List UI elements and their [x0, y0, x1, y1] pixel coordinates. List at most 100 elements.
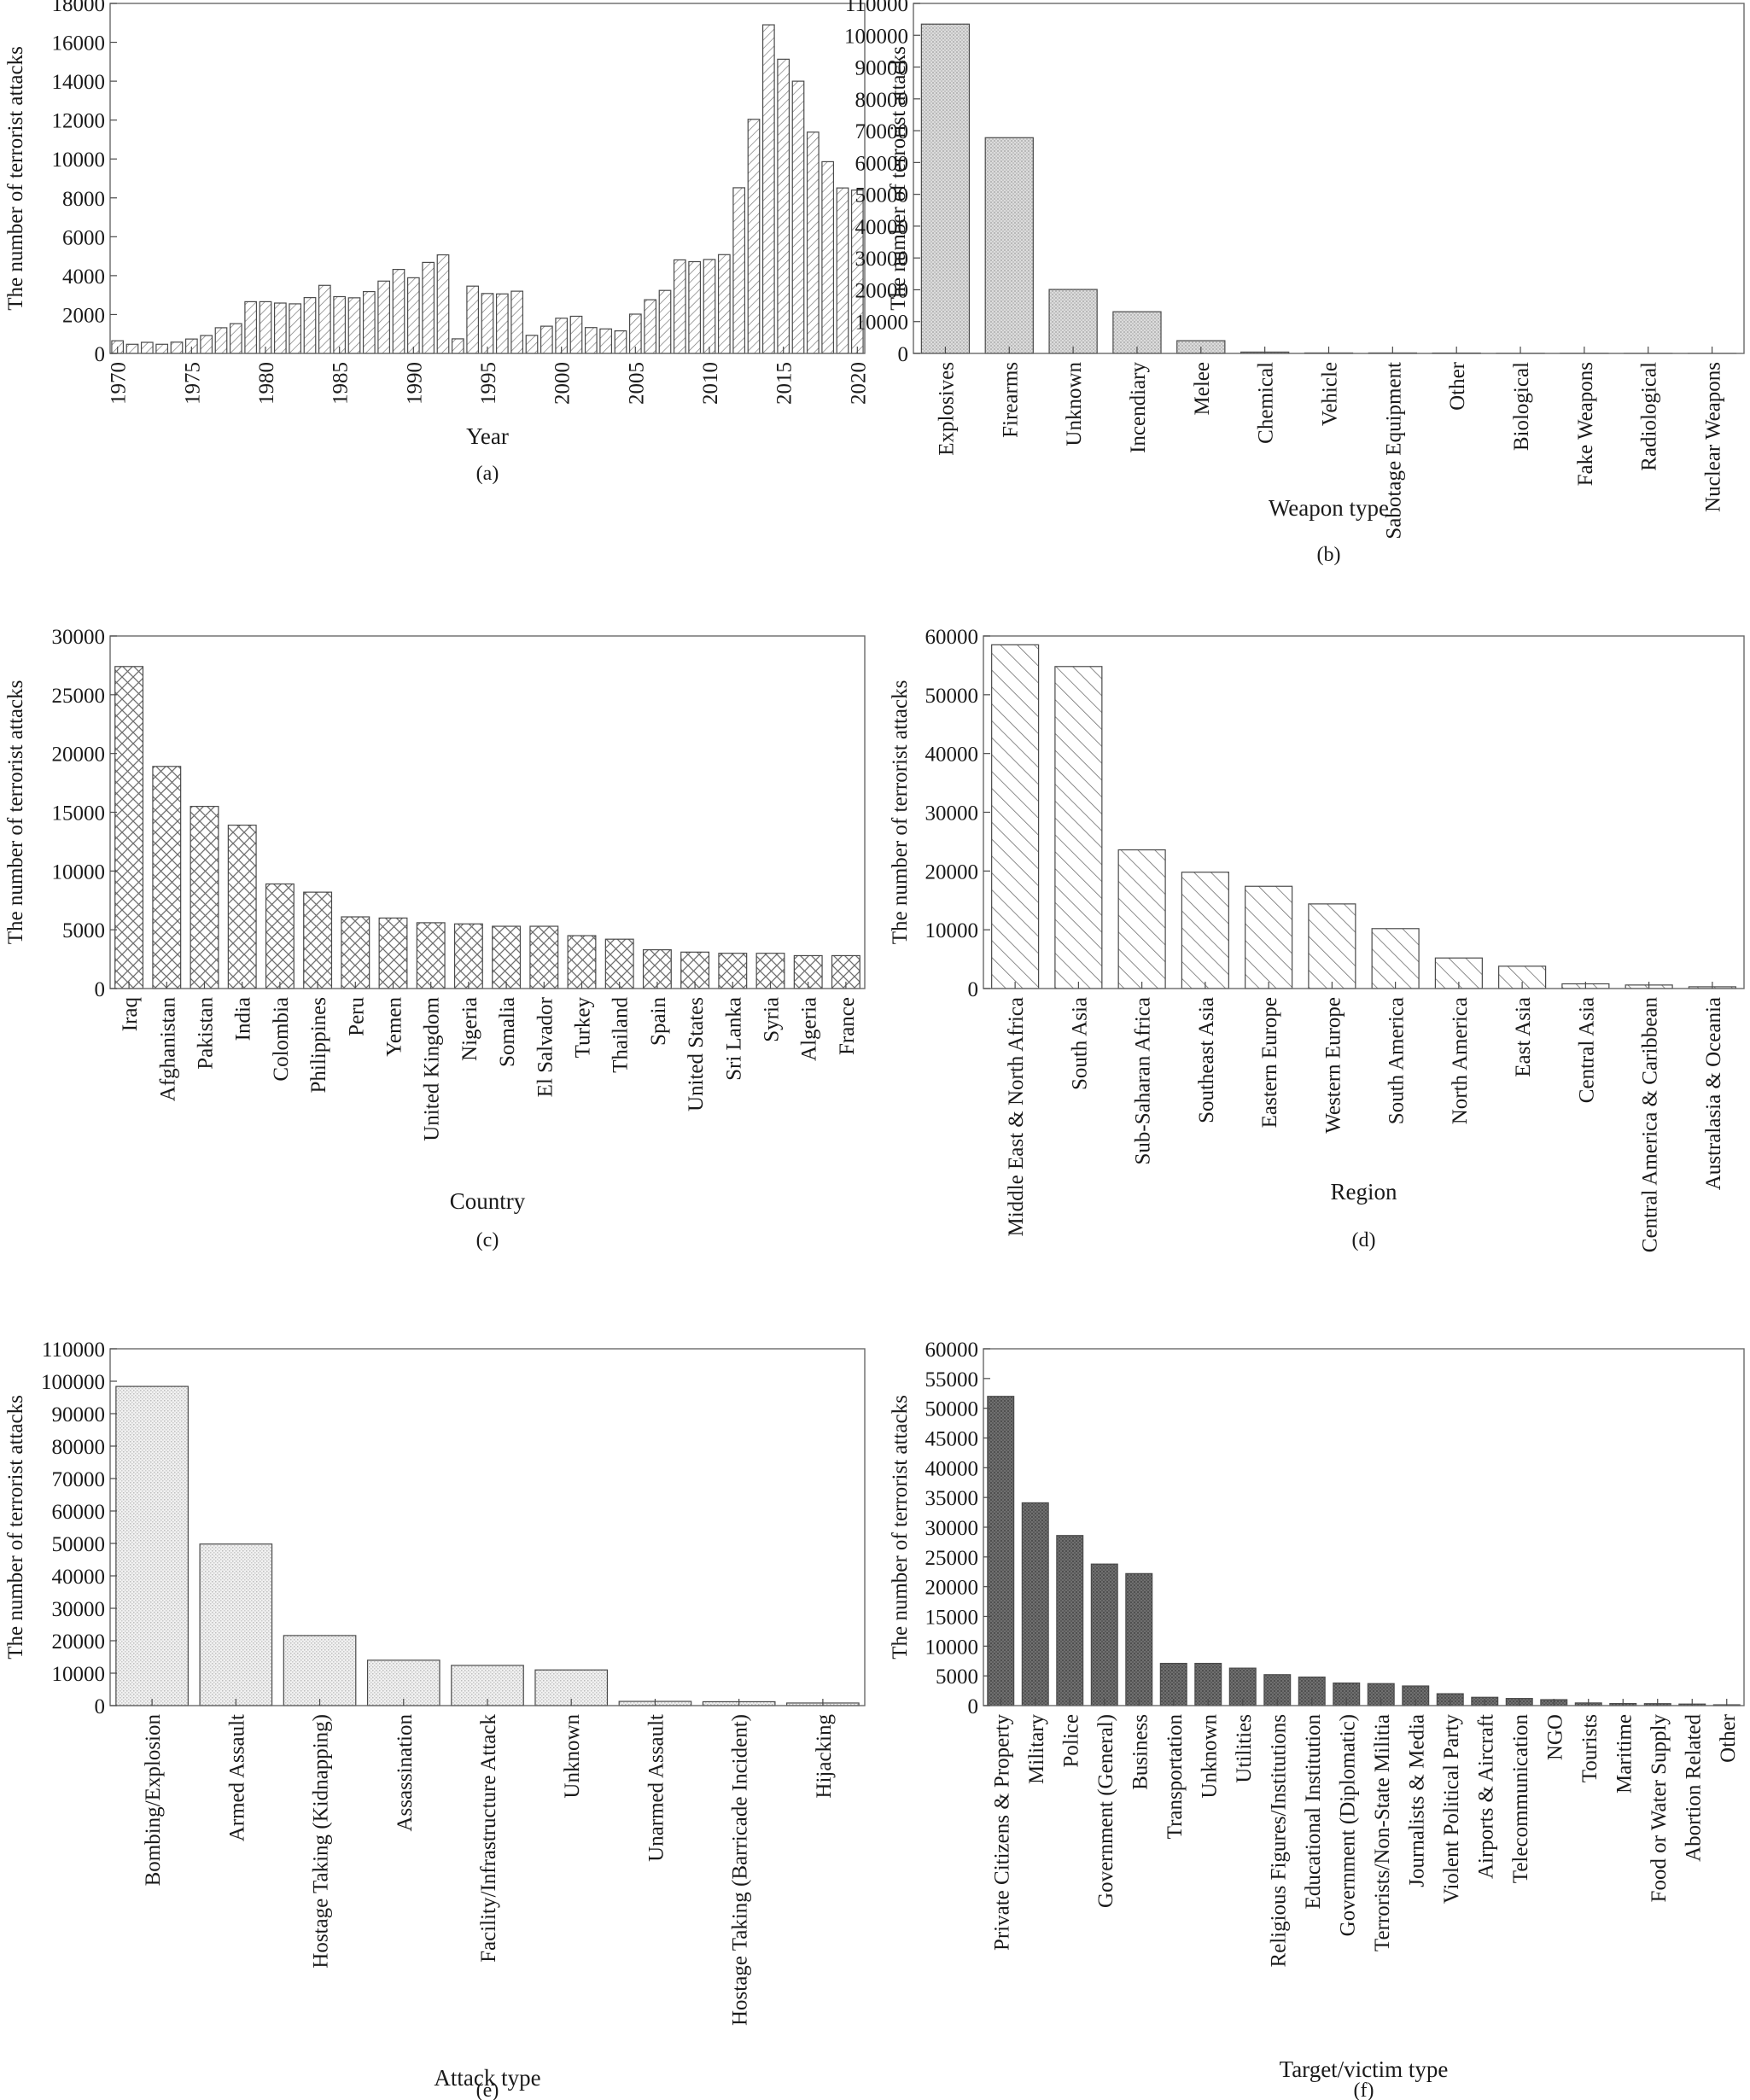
y-tick-label: 0 — [95, 978, 106, 1001]
x-tick-label-india: India — [232, 997, 255, 1041]
bar-south-asia — [1054, 666, 1103, 989]
bar-southeast-asia — [1181, 872, 1229, 989]
bar-2001 — [569, 315, 583, 354]
x-tick-label-2015: 2015 — [773, 362, 796, 405]
x-axis: Middle East & North Africa South Asia Sub-… — [1005, 982, 1725, 1252]
bar-1977 — [214, 327, 228, 354]
y-tick-label: 25000 — [52, 685, 106, 708]
x-tick-label-afghanistan: Afghanistan — [156, 997, 179, 1102]
bar-1995 — [481, 293, 494, 354]
y-tick-label: 30000 — [925, 1517, 979, 1540]
x-tick-label-radiological: Radiological — [1638, 362, 1661, 471]
bar-1993 — [451, 338, 464, 354]
x-tick-label-sri-lanka: Sri Lanka — [722, 997, 745, 1081]
bar-armed-assault — [199, 1543, 273, 1706]
bar-2007 — [658, 289, 672, 354]
x-axis: Private Citizens & Property Military Polic… — [990, 1699, 1740, 1968]
bar-2019 — [836, 187, 849, 354]
bar-police — [1056, 1535, 1084, 1706]
x-tick-label-thailand: Thailand — [610, 997, 633, 1073]
bar-2013 — [747, 119, 761, 354]
y-tick-label: 90000 — [52, 1403, 106, 1426]
bar-1981 — [273, 302, 287, 354]
x-axis-title: Year — [466, 423, 509, 449]
bar-united-kingdom — [416, 922, 446, 989]
bar-philippines — [303, 891, 333, 989]
bar-1986 — [347, 297, 361, 354]
bar-business — [1125, 1572, 1153, 1706]
x-tick-label-unarmed-assault: Unarmed Assault — [645, 1714, 668, 1862]
bar-western-europe — [1308, 903, 1356, 989]
x-tick-label-maritime: Maritime — [1613, 1714, 1636, 1794]
x-tick-label-other: Other — [1717, 1713, 1740, 1763]
panel-label: (b) — [1317, 544, 1341, 566]
bar-middle-east-and-north-africa — [991, 644, 1040, 989]
y-axis: 0 5000 10000 15000 20000 25000 30000 35000 40000… — [925, 1339, 990, 1718]
y-tick-label: 30000 — [925, 802, 979, 825]
x-tick-label-1990: 1990 — [403, 362, 426, 405]
y-tick-label: 50000 — [925, 1398, 979, 1421]
y-tick-label: 15000 — [52, 802, 106, 825]
x-tick-label-sub-saharan-africa: Sub-Saharan Africa — [1132, 997, 1155, 1164]
bar-explosives — [920, 23, 971, 354]
bar-2016 — [791, 80, 805, 354]
y-axis-title: The number of terrorist attacks — [4, 1395, 27, 1660]
x-tick-label-educational-institution: Educational Institution — [1302, 1714, 1325, 1910]
x-tick-label-2010: 2010 — [699, 362, 722, 405]
bar-series — [114, 666, 860, 989]
bar-incendiary — [1112, 311, 1162, 354]
panel-label: (e) — [476, 2080, 499, 2100]
y-tick-label: 100000 — [844, 25, 908, 48]
x-tick-label-violent-political-party: Violent Political Party — [1440, 1714, 1463, 1905]
panel-label: (a) — [476, 463, 499, 485]
y-tick-label: 0 — [968, 1695, 979, 1718]
bar-el-salvador — [529, 925, 559, 989]
x-tick-label-unknown: Unknown — [1063, 362, 1086, 446]
bar-sub-saharan-africa — [1117, 849, 1166, 989]
x-tick-label-hostage-taking-kidnapping: Hostage Taking (Kidnapping) — [310, 1714, 333, 1969]
x-axis: Iraq Afghanistan Pakistan India Colombia Phil… — [119, 982, 859, 1141]
x-tick-label-bombing-explosion: Bombing/Explosion — [142, 1714, 165, 1887]
y-axis-title: The number of terrorist attacks — [889, 680, 912, 945]
x-tick-label-food-or-water-supply: Food or Water Supply — [1648, 1714, 1671, 1903]
bar-thailand — [604, 938, 634, 989]
x-tick-label-peru: Peru — [345, 997, 368, 1036]
bar-religious-figures-institutions — [1263, 1674, 1292, 1706]
bar-1990 — [406, 277, 420, 354]
y-tick-label: 18000 — [52, 0, 106, 16]
bar-series — [115, 1385, 860, 1706]
y-axis-title: The number of terrorist attacks — [4, 680, 27, 945]
plot-frame — [109, 635, 866, 989]
y-tick-label: 14000 — [52, 71, 106, 94]
bar-1976 — [200, 335, 213, 354]
x-tick-label-south-america: South America — [1385, 997, 1409, 1124]
bar-nigeria — [453, 923, 483, 989]
bar-2014 — [761, 24, 775, 354]
y-tick-label: 30000 — [52, 1598, 106, 1621]
y-tick-label: 60000 — [52, 1501, 106, 1524]
x-tick-label-unknown: Unknown — [561, 1714, 584, 1799]
y-tick-label: 8000 — [62, 188, 105, 211]
x-tick-label-philippines: Philippines — [307, 997, 330, 1094]
x-tick-label-airports-and-aircraft: Airports & Aircraft — [1474, 1714, 1497, 1879]
bar-series — [991, 644, 1736, 989]
x-tick-label-incendiary: Incendiary — [1127, 362, 1150, 453]
panel-d: 0 10000 20000 30000 40000 50000 60000 Middle Ea… — [889, 626, 1745, 1252]
bar-colombia — [265, 883, 295, 989]
x-tick-label-yemen: Yemen — [383, 997, 406, 1057]
y-tick-label: 10000 — [52, 1663, 106, 1686]
bar-2010 — [703, 259, 716, 354]
y-tick-label: 10000 — [52, 860, 106, 884]
bar-1973 — [155, 343, 169, 354]
y-tick-label: 110000 — [845, 0, 908, 16]
x-tick-label-hijacking: Hijacking — [813, 1714, 836, 1799]
bar-1996 — [495, 293, 509, 354]
y-tick-label: 40000 — [925, 1457, 979, 1480]
x-tick-label-2020: 2020 — [847, 362, 870, 405]
x-tick-label-iraq: Iraq — [119, 997, 142, 1032]
bar-hostage-taking-kidnapping — [283, 1635, 357, 1706]
x-tick-label-south-asia: South Asia — [1068, 997, 1091, 1090]
bar-bombing-explosion — [115, 1385, 189, 1706]
x-tick-label-other: Other — [1446, 361, 1469, 411]
y-tick-label: 50000 — [925, 685, 979, 708]
